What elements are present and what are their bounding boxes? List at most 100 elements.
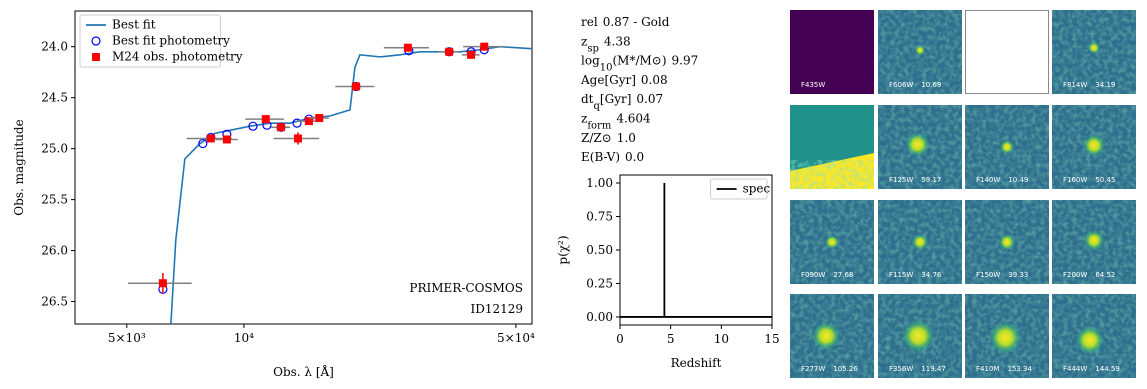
info-value: 0.07 <box>636 92 663 106</box>
y-tick-label: 25.5 <box>41 193 68 207</box>
cutout-label: F160W 50.45 <box>1063 176 1115 184</box>
cutout: F090W 27.68 <box>790 200 874 284</box>
cutout: F356W 119.47 <box>878 294 962 378</box>
legend-swatch <box>91 36 101 46</box>
chart: 24.0 24.5 25.0 25.5 26.0 26.5 5×10³ 10⁴ 5×10⁴ Obs… <box>12 10 535 379</box>
x-axis-label: Obs. λ [Å] <box>273 364 334 379</box>
cutout-label: F200W 64.52 <box>1063 271 1115 279</box>
info-subscript: form <box>587 120 612 131</box>
y-tick-label: 26.5 <box>41 295 68 309</box>
cutout: F410M 153.34 <box>965 294 1049 378</box>
cutout-filter: F090W <box>801 271 825 279</box>
data-point <box>315 114 324 123</box>
info-subscript: 10 <box>600 62 613 73</box>
info-suffix: [Gyr] <box>600 92 631 106</box>
info-value: 9.97 <box>672 54 699 68</box>
cutout-snr: 144.59 <box>1095 365 1120 373</box>
info-line: log10(M*/M⊙) 9.97 <box>581 54 698 74</box>
plot-area <box>128 42 532 324</box>
data-point <box>248 121 258 131</box>
cutout-noise <box>790 160 874 189</box>
legend-swatch <box>92 53 100 61</box>
data-point <box>467 50 476 59</box>
cutout: F814W 34.19 <box>1052 10 1136 94</box>
cutout-filter: F115W <box>889 271 913 279</box>
cutout: F115W 34.76 <box>878 200 962 284</box>
cutout-snr: 119.47 <box>921 365 946 373</box>
y-tick-label: 0.25 <box>586 276 613 290</box>
cutout-source <box>989 321 1022 354</box>
y-tick-label: 24.0 <box>41 40 68 54</box>
data-point <box>276 123 285 132</box>
x-tick-label: 5×10³ <box>108 331 146 345</box>
cutout: F125W 59.17 <box>878 105 962 189</box>
data-point <box>480 42 489 51</box>
cutout-source <box>915 45 925 56</box>
info-line: E(B-V) 0.0 <box>581 150 644 164</box>
cutout: F200W 64.52 <box>1052 200 1136 284</box>
x-tick-label: 15 <box>764 332 779 346</box>
info-label: Z/Z⊙ <box>581 131 612 145</box>
cutout-source <box>912 234 928 250</box>
y-tick-label: 0.75 <box>586 210 613 224</box>
cutout-source <box>902 320 935 352</box>
annotation: ID12129 <box>470 302 523 316</box>
data-point <box>158 279 167 288</box>
info-value: 0.08 <box>641 73 668 87</box>
cutout-label: F277W 105.26 <box>801 365 858 373</box>
cutout: F277W 105.26 <box>790 294 874 378</box>
info-label: dt <box>581 92 594 106</box>
data-point <box>206 134 215 143</box>
y-tick-label: 1.00 <box>586 176 613 190</box>
cutout-snr: 59.17 <box>921 176 941 184</box>
legend: spec <box>710 178 771 200</box>
y-tick-label: 0.50 <box>586 243 613 257</box>
cutout-snr: 10.69 <box>921 81 941 89</box>
x-tick-label: 5 <box>667 332 675 346</box>
cutout-snr: 27.68 <box>833 271 853 279</box>
cutout-image <box>790 10 874 94</box>
cutout-filter: F125W <box>889 176 913 184</box>
info-line: Z/Z⊙ 1.0 <box>581 131 636 145</box>
cutout-snr: 153.34 <box>1007 365 1032 373</box>
data-point <box>304 117 313 126</box>
series-line <box>620 183 772 318</box>
cutout-source <box>905 132 930 157</box>
cutout <box>790 105 874 189</box>
cutout-snr: 39.33 <box>1008 271 1028 279</box>
cutout-snr: 34.19 <box>1095 81 1115 89</box>
cutout-filter: F277W <box>801 365 825 373</box>
legend-label: spec <box>743 182 771 196</box>
cutout-label: F356W 119.47 <box>889 365 946 373</box>
cutout-label: F115W 34.76 <box>889 271 942 279</box>
y-axis-label: p(χ²) <box>556 235 570 264</box>
data-point <box>198 138 208 149</box>
info-line: dtq[Gyr] 0.07 <box>581 92 663 112</box>
annotation: PRIMER-COSMOS <box>409 281 523 295</box>
info-value: 4.38 <box>604 34 631 48</box>
info-value: 0.0 <box>625 150 644 164</box>
info-label: z <box>581 112 587 126</box>
cutout-label: F444W 144.59 <box>1063 365 1120 373</box>
data-point <box>222 135 231 144</box>
data-point <box>292 118 302 128</box>
y-tick-label: 0.00 <box>586 310 613 324</box>
cutout-snr: 105.26 <box>833 365 858 373</box>
y-tick-label: 26.0 <box>41 244 68 258</box>
cutout-source <box>1088 41 1100 54</box>
cutout-label: F150W 39.33 <box>976 271 1028 279</box>
legend: Best fit Best fit photometry M24 obs. phot… <box>79 14 243 68</box>
y-tick-label: 24.5 <box>41 91 68 105</box>
cutout-snr: 34.76 <box>921 271 942 279</box>
cutout-snr: 50.45 <box>1095 176 1115 184</box>
y-tick-label: 25.0 <box>41 142 68 156</box>
cutout-filter: F814W <box>1063 81 1087 89</box>
x-tick-label: 5×10⁴ <box>497 331 535 345</box>
legend-label: Best fit <box>112 18 156 32</box>
data-point <box>445 47 454 56</box>
info-line: Age[Gyr] 0.08 <box>580 73 668 87</box>
cutout: F140W 10.49 <box>965 105 1049 189</box>
legend-box <box>710 178 768 200</box>
cutout-filter: F356W <box>889 365 913 373</box>
